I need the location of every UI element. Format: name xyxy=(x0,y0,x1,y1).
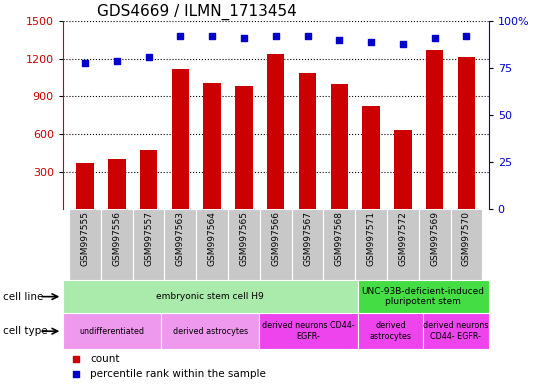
Text: GSM997572: GSM997572 xyxy=(399,212,407,266)
Bar xyxy=(259,313,358,349)
Text: GSM997556: GSM997556 xyxy=(112,212,121,266)
Text: GSM997555: GSM997555 xyxy=(81,212,90,266)
Text: percentile rank within the sample: percentile rank within the sample xyxy=(91,369,266,379)
Point xyxy=(271,33,280,39)
Bar xyxy=(235,86,253,209)
Text: GSM997564: GSM997564 xyxy=(207,212,217,266)
Text: GSM997569: GSM997569 xyxy=(430,212,439,266)
Text: undifferentiated: undifferentiated xyxy=(79,327,145,336)
Bar xyxy=(171,69,189,209)
Text: GSM997570: GSM997570 xyxy=(462,212,471,266)
Point xyxy=(81,60,90,66)
Text: GSM997567: GSM997567 xyxy=(303,212,312,266)
Text: GSM997565: GSM997565 xyxy=(240,212,248,266)
Point xyxy=(388,137,396,144)
Point xyxy=(367,39,376,45)
Text: UNC-93B-deficient-induced
pluripotent stem: UNC-93B-deficient-induced pluripotent st… xyxy=(361,287,485,306)
Point xyxy=(335,37,343,43)
Point xyxy=(144,54,153,60)
Text: GSM997566: GSM997566 xyxy=(271,212,280,266)
Bar xyxy=(140,150,157,209)
Text: count: count xyxy=(91,354,120,364)
Bar xyxy=(133,209,164,280)
Text: GSM997563: GSM997563 xyxy=(176,212,185,266)
Text: GSM997568: GSM997568 xyxy=(335,212,344,266)
Text: derived neurons CD44-
EGFR-: derived neurons CD44- EGFR- xyxy=(262,321,355,341)
Bar xyxy=(358,313,423,349)
Point xyxy=(462,33,471,39)
Bar xyxy=(76,163,94,209)
Point xyxy=(240,35,248,41)
Bar xyxy=(358,280,489,313)
Bar xyxy=(101,209,133,280)
Bar xyxy=(419,209,450,280)
Point xyxy=(208,33,217,39)
Bar xyxy=(228,209,260,280)
Text: derived neurons
CD44- EGFR-: derived neurons CD44- EGFR- xyxy=(423,321,489,341)
Text: derived astrocytes: derived astrocytes xyxy=(173,327,248,336)
Bar xyxy=(426,50,443,209)
Bar xyxy=(387,209,419,280)
Bar xyxy=(450,209,482,280)
Point xyxy=(112,58,121,64)
Bar xyxy=(164,209,196,280)
Bar xyxy=(423,313,489,349)
Point xyxy=(303,33,312,39)
Text: GSM997557: GSM997557 xyxy=(144,212,153,266)
Bar xyxy=(292,209,323,280)
Text: GDS4669 / ILMN_1713454: GDS4669 / ILMN_1713454 xyxy=(97,3,296,20)
Bar xyxy=(196,209,228,280)
Text: derived
astrocytes: derived astrocytes xyxy=(370,321,411,341)
Text: embryonic stem cell H9: embryonic stem cell H9 xyxy=(156,292,264,301)
Text: cell line: cell line xyxy=(3,291,43,302)
Text: cell type: cell type xyxy=(3,326,48,336)
Point xyxy=(430,35,439,41)
Bar xyxy=(355,209,387,280)
Bar xyxy=(204,83,221,209)
Bar xyxy=(63,313,161,349)
Bar xyxy=(161,313,259,349)
Point xyxy=(399,41,407,47)
Bar xyxy=(108,159,126,209)
Point xyxy=(388,276,396,282)
Bar xyxy=(260,209,292,280)
Text: GSM997571: GSM997571 xyxy=(366,212,376,266)
Bar xyxy=(363,106,380,209)
Bar xyxy=(267,54,284,209)
Bar xyxy=(394,130,412,209)
Bar xyxy=(69,209,101,280)
Point xyxy=(176,33,185,39)
Bar xyxy=(299,73,316,209)
Bar xyxy=(330,84,348,209)
Bar xyxy=(458,58,475,209)
Bar xyxy=(63,280,358,313)
Bar xyxy=(323,209,355,280)
